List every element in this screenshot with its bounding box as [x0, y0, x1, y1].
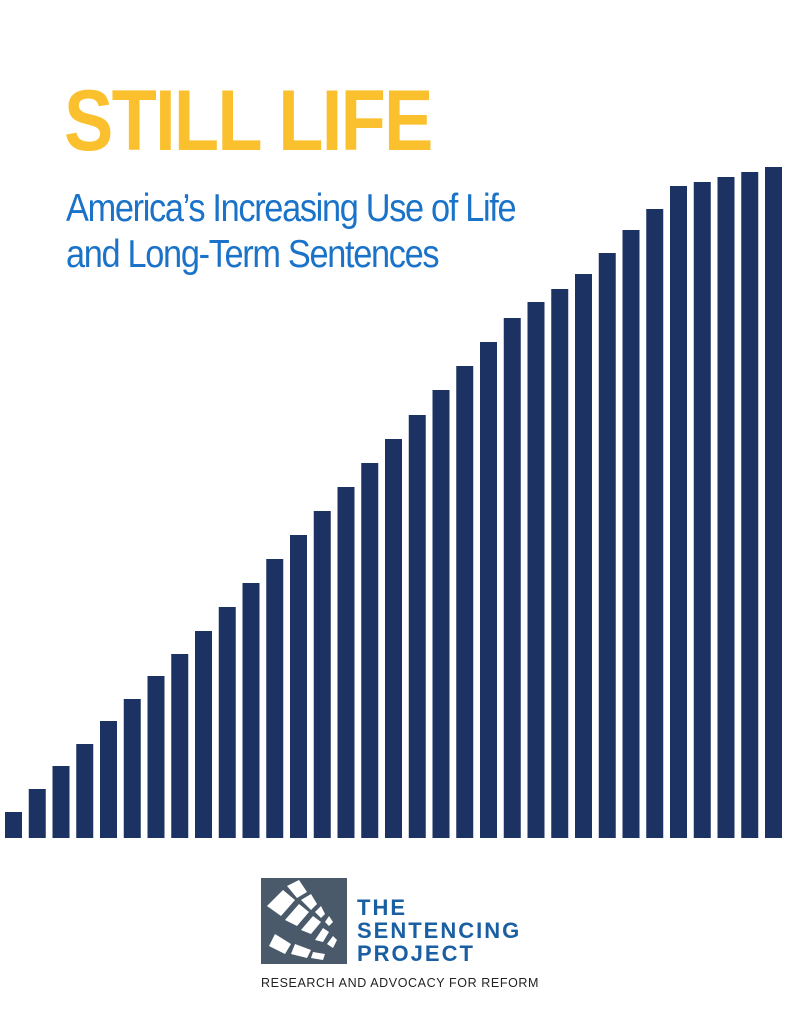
decorative-bar [741, 172, 759, 838]
decorative-bar [598, 253, 616, 838]
report-subtitle: America’s Increasing Use of Life and Lon… [66, 187, 517, 276]
decorative-bar [503, 318, 521, 838]
decorative-bar [646, 209, 664, 838]
decorative-bar [123, 699, 141, 838]
decorative-bar [76, 744, 94, 838]
decorative-bar [5, 812, 22, 838]
decorative-bar [218, 607, 236, 838]
decorative-bar [622, 230, 640, 838]
decorative-bar [408, 415, 426, 838]
report-title: STILL LIFE [64, 73, 433, 169]
decorative-bar [670, 186, 687, 838]
decorative-bar [52, 766, 70, 838]
decorative-bar [361, 463, 379, 838]
decorative-bar [527, 302, 545, 838]
publisher-name-line: SENTENCING [357, 918, 522, 943]
decorative-bar [456, 366, 474, 838]
decorative-bar-graphic [5, 167, 782, 838]
decorative-bar [385, 439, 402, 838]
decorative-bar [171, 654, 189, 838]
decorative-bar [100, 721, 117, 838]
decorative-bar [195, 631, 212, 838]
decorative-bar [28, 789, 46, 838]
publisher-name-line: PROJECT [357, 941, 475, 966]
decorative-bar [765, 167, 782, 838]
decorative-bar [147, 676, 165, 838]
sentencing-project-logo-icon [261, 878, 347, 964]
decorative-bar [313, 511, 331, 838]
decorative-bar [290, 535, 307, 838]
decorative-bar [551, 289, 569, 838]
decorative-bar [432, 390, 450, 838]
decorative-bar [266, 559, 284, 838]
decorative-bar [717, 177, 735, 838]
decorative-bar [337, 487, 355, 838]
decorative-bar [242, 583, 260, 838]
decorative-bar [693, 182, 711, 838]
publisher-tagline: RESEARCH AND ADVOCACY FOR REFORM [261, 976, 540, 990]
publisher-name-line: THE [357, 895, 407, 920]
decorative-bar [575, 274, 592, 838]
decorative-bar [480, 342, 497, 838]
